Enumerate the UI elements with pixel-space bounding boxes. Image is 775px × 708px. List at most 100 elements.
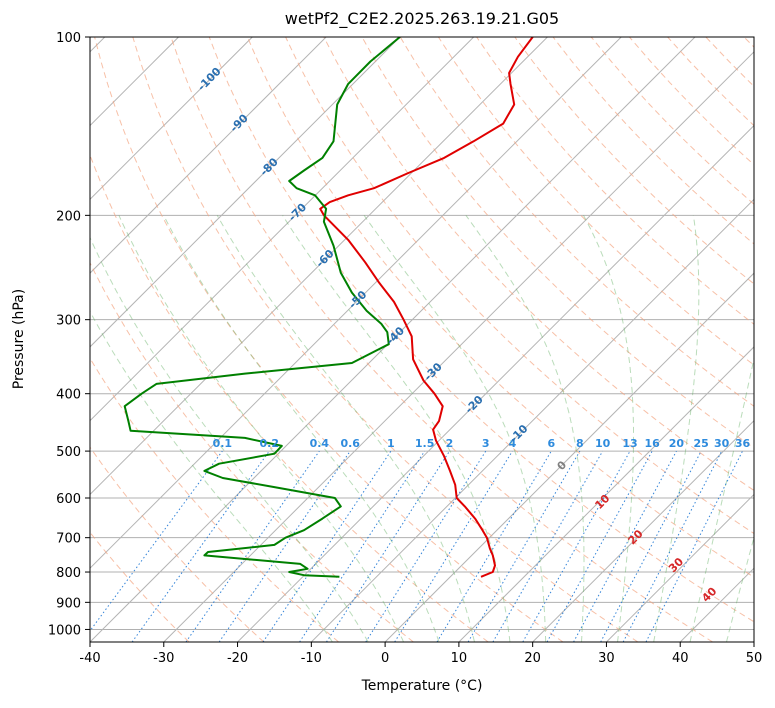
moist-adiabat-line <box>163 215 440 642</box>
mixing-ratio-label: 0.6 <box>340 437 360 450</box>
moist-adiabat-line <box>689 356 754 642</box>
x-axis-label: Temperature (°C) <box>361 678 483 694</box>
isotherm-line <box>90 37 548 496</box>
x-tick-label: -20 <box>227 651 248 666</box>
mixing-ratio-label: 0.2 <box>260 437 280 450</box>
dry-adiabat-line <box>90 357 339 642</box>
moist-adiabat-line <box>282 215 511 642</box>
dry-adiabat-line <box>90 153 489 642</box>
isotherm-line <box>606 493 754 642</box>
dry-adiabat-line <box>285 37 754 535</box>
moist-adiabat-line <box>90 310 333 642</box>
mixing-ratio-line <box>394 450 513 642</box>
mixing-ratio-label: 4 <box>509 437 517 450</box>
dry-adiabat-line <box>705 37 754 87</box>
mixing-ratio-line <box>262 450 392 642</box>
isotherm-line <box>90 37 327 274</box>
x-tick-label: 30 <box>598 651 615 666</box>
x-tick-label: 40 <box>672 651 689 666</box>
dry-adiabat-line <box>667 37 754 127</box>
isotherm-line <box>384 272 754 642</box>
x-tick-label: -10 <box>301 651 322 666</box>
moist-adiabat-line <box>90 236 369 642</box>
isotherm-line <box>163 51 754 642</box>
x-tick-label: 10 <box>451 651 468 666</box>
plot-frame <box>89 36 755 643</box>
mixing-ratio-label: 6 <box>547 437 555 450</box>
mixing-ratio-line <box>90 450 223 632</box>
moist-adiabat-line <box>216 215 475 642</box>
mixing-ratio-line <box>326 450 450 642</box>
mixing-ratio-line <box>546 450 653 642</box>
y-tick-label: 100 <box>56 31 81 46</box>
chart-title: wetPf2_C2E2.2025.263.19.21.G05 <box>284 9 560 28</box>
dry-adiabat-line <box>170 37 713 642</box>
dry-adiabat-line <box>590 37 754 205</box>
isotherm-line <box>90 37 696 642</box>
mixing-ratio-label: 10 <box>595 437 611 450</box>
isotherm-line <box>90 37 475 422</box>
isotherm-line <box>90 37 401 348</box>
dry-adiabat-line <box>629 37 754 166</box>
mixing-ratio-line <box>467 450 581 642</box>
mixing-ratio-label: 0.4 <box>310 437 330 450</box>
dry-adiabat-line <box>514 37 754 285</box>
dry-adiabat-line <box>90 446 265 642</box>
mixing-ratio-line <box>522 450 631 642</box>
moist-adiabat-line <box>583 215 634 642</box>
mixing-ratio-label: 30 <box>714 437 730 450</box>
y-tick-label: 600 <box>56 492 81 507</box>
moist-adiabat-line <box>465 215 585 642</box>
y-tick-label: 700 <box>56 532 81 547</box>
dry-adiabat-line <box>552 37 754 245</box>
y-tick-label: 300 <box>56 314 81 329</box>
mixing-ratio-line <box>573 450 677 642</box>
y-tick-label: 1000 <box>48 623 81 638</box>
isotherm-line <box>310 198 754 642</box>
isotherm-line <box>458 346 754 642</box>
mixing-ratio-line <box>492 450 604 642</box>
isotherm-line <box>90 37 253 201</box>
y-tick-label: 900 <box>56 596 81 611</box>
mixing-ratio-label: 36 <box>735 437 751 450</box>
isotherm-line <box>532 419 754 642</box>
x-tick-label: -40 <box>79 651 100 666</box>
dry-adiabat-line <box>132 37 639 642</box>
moist-adiabat-line <box>118 215 405 642</box>
dry-adiabat-line <box>437 37 754 366</box>
dewpoint-profile-line <box>123 37 401 578</box>
moist-adiabat-label: 10 <box>592 492 612 512</box>
moist-adiabat-line <box>726 535 754 642</box>
x-tick-label: 0 <box>381 651 389 666</box>
isotherm-line <box>753 641 754 642</box>
mixing-ratio-label: 2 <box>446 437 454 450</box>
mixing-ratio-line <box>299 450 426 642</box>
x-tick-label: -30 <box>153 651 174 666</box>
mixing-ratio-label: 16 <box>645 437 661 450</box>
dry-adiabat-line <box>208 37 754 623</box>
mixing-ratio-label: 1.5 <box>415 437 435 450</box>
dry-adiabat-line <box>361 37 754 449</box>
mixing-ratio-line <box>600 450 702 642</box>
mixing-ratio-label: 8 <box>576 437 584 450</box>
isotherm-line <box>90 37 622 569</box>
isotherm-line <box>679 567 754 642</box>
moist-adiabat-label: 20 <box>626 527 646 547</box>
dry-adiabat-line <box>323 37 754 492</box>
mixing-ratio-label: 1 <box>387 437 395 450</box>
mixing-ratio-label: 0.1 <box>213 437 233 450</box>
dry-adiabat-line <box>246 37 754 578</box>
x-tick-label: 20 <box>524 651 541 666</box>
mixing-ratio-line <box>365 450 487 642</box>
dry-adiabat-line <box>94 37 564 642</box>
x-tick-label: 50 <box>746 651 763 666</box>
mixing-ratio-label: 3 <box>482 437 490 450</box>
dry-adiabat-line <box>90 531 190 642</box>
y-axis-label: Pressure (hPa) <box>11 288 27 390</box>
moist-adiabat-line <box>363 215 547 642</box>
mixing-ratio-line <box>436 450 552 642</box>
mixing-ratio-label: 20 <box>669 437 685 450</box>
dry-adiabat-line <box>90 261 414 642</box>
dry-adiabat-line <box>476 37 754 325</box>
